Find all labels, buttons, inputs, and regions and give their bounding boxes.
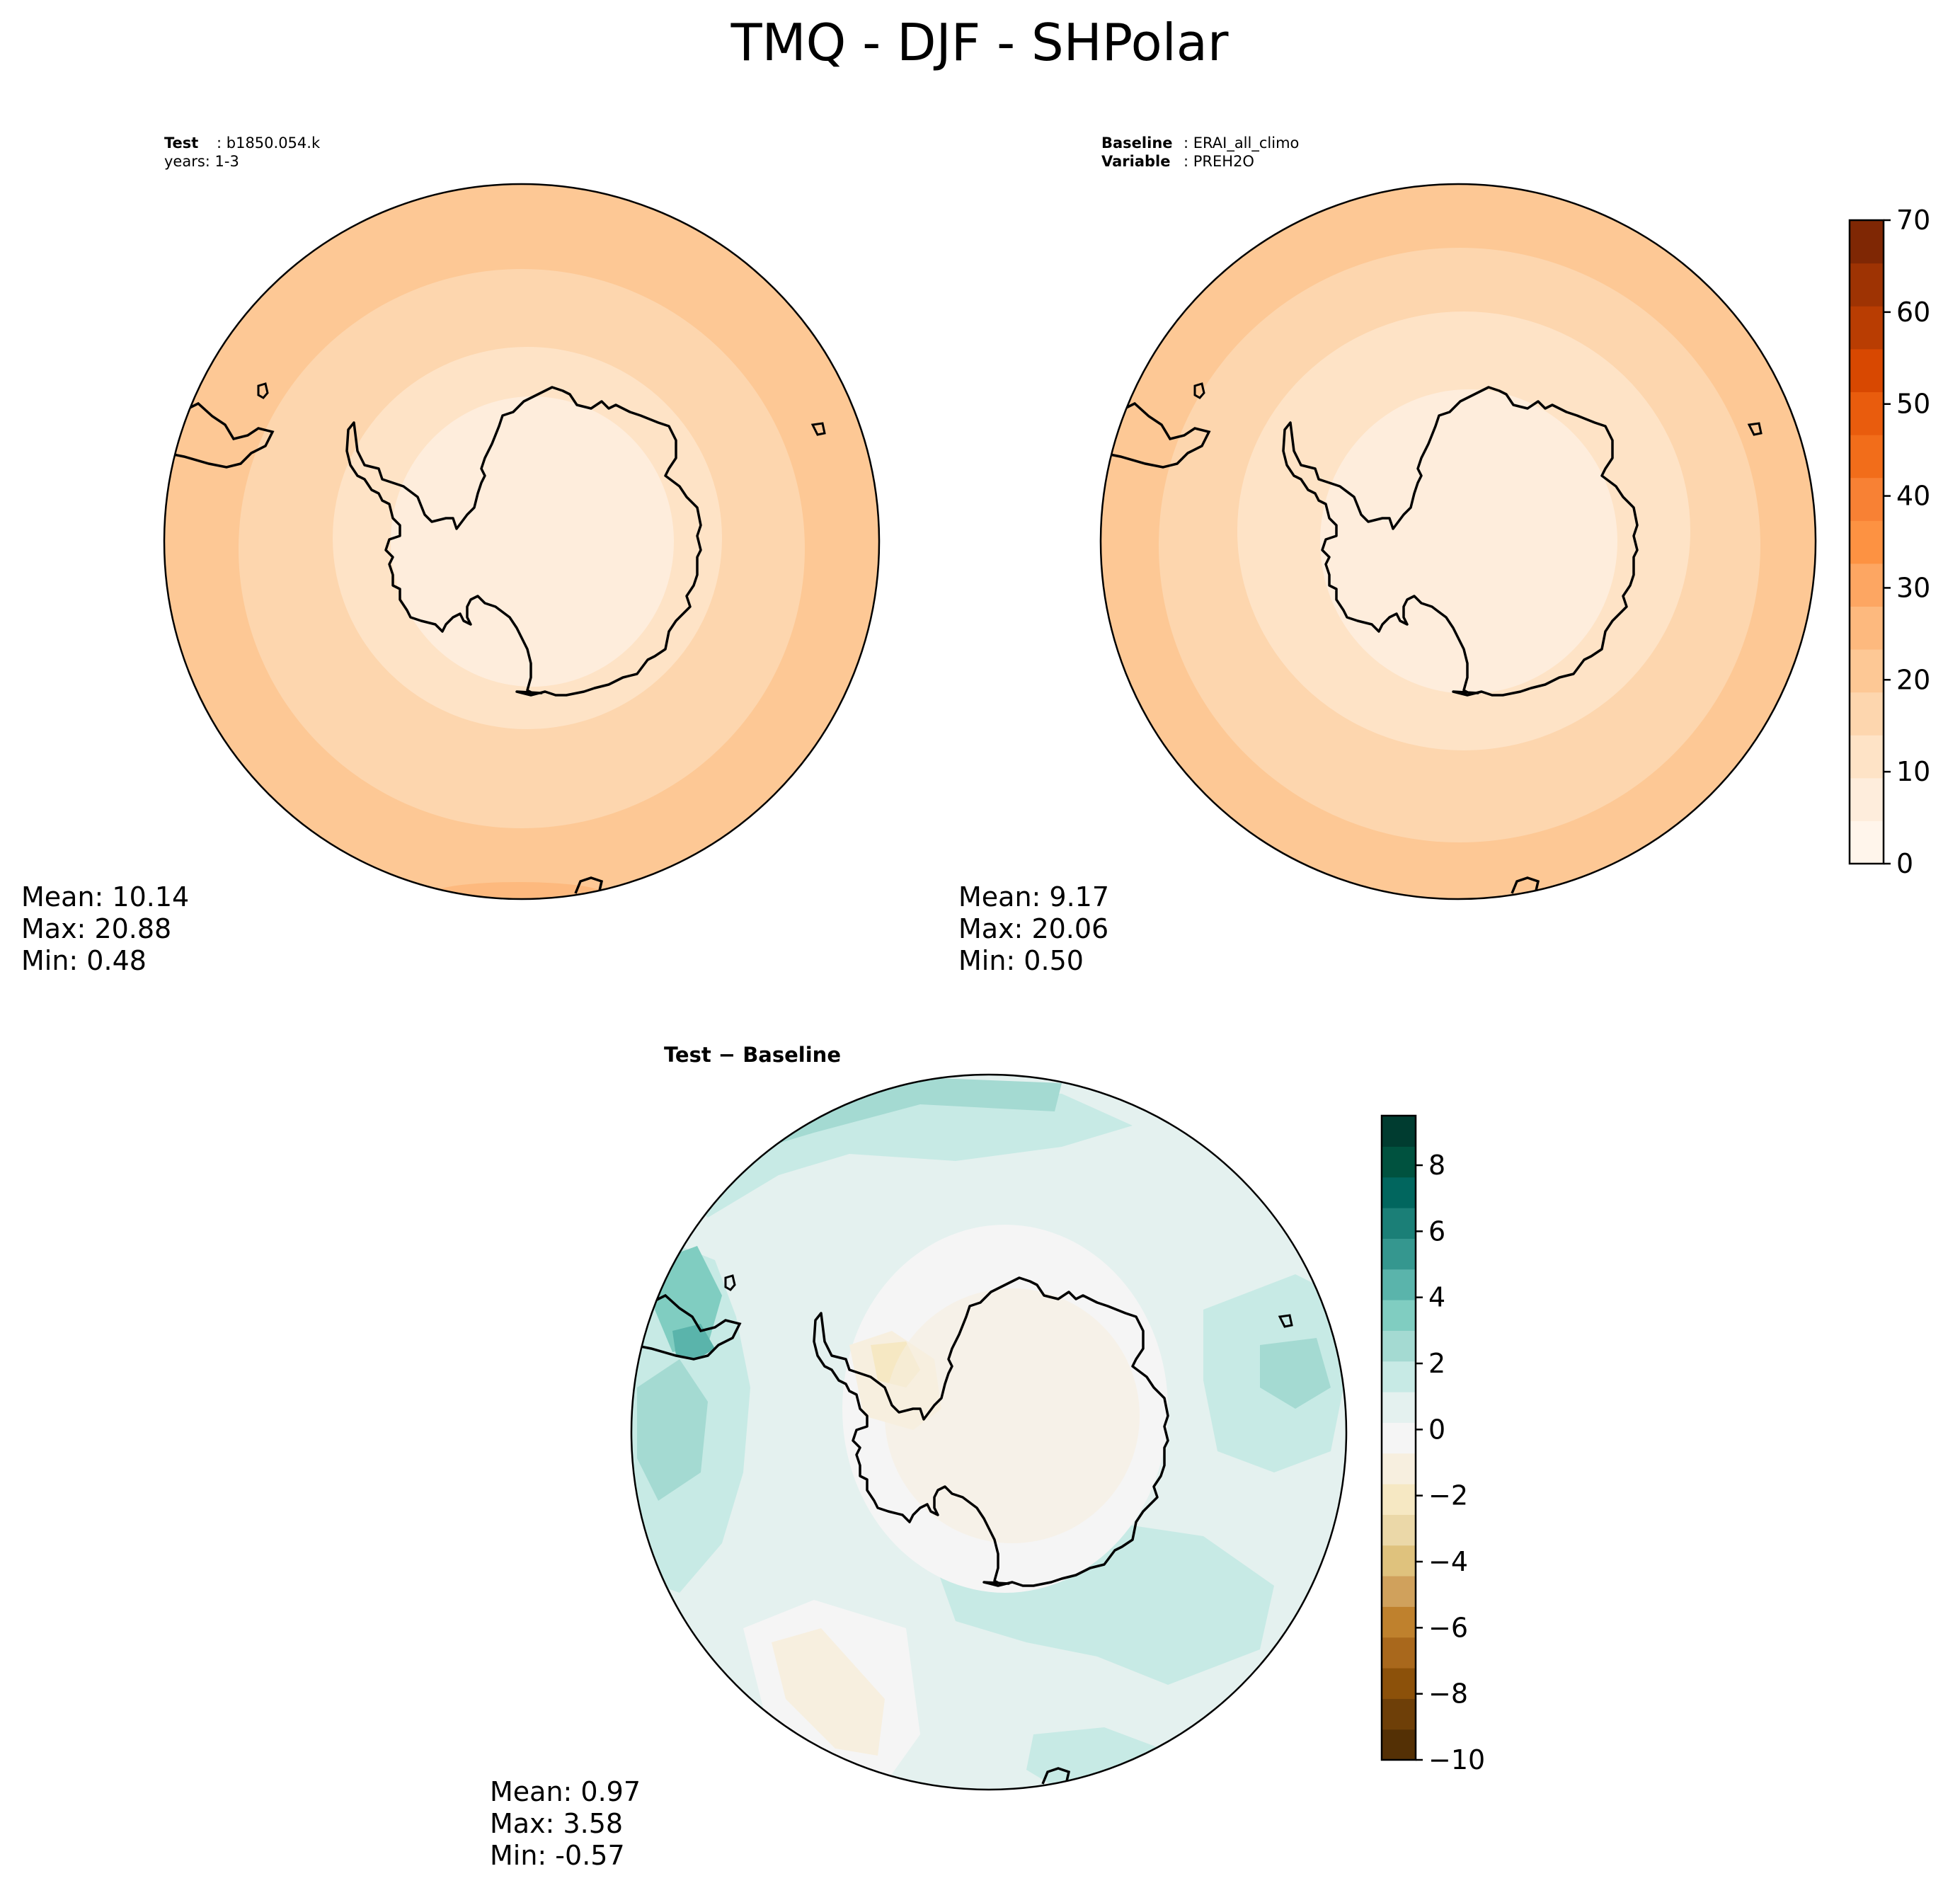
colorbar-top-swatch — [1850, 820, 1884, 864]
colorbar-diff-swatch — [1382, 1514, 1416, 1546]
colorbar-top-tick-label: 60 — [1896, 297, 1930, 328]
colorbar-diff-swatch — [1382, 1637, 1416, 1669]
colorbar-diff-swatch — [1382, 1576, 1416, 1607]
colorbar-top-tick-label: 50 — [1896, 389, 1930, 420]
colorbar-top-tick-label: 0 — [1896, 848, 1913, 879]
colorbar-diff-swatch — [1382, 1698, 1416, 1730]
test-label-value: : b1850.054.k — [217, 135, 321, 151]
colorbar-top-tick-label: 10 — [1896, 756, 1930, 787]
colorbar-top-tick-label: 30 — [1896, 572, 1930, 603]
colorbar-top-swatch — [1850, 563, 1884, 607]
colorbar-top-tick-label: 40 — [1896, 481, 1930, 512]
baseline-map-border — [1099, 183, 1817, 900]
test-max: Max: 20.88 — [21, 913, 171, 944]
test-label: Test — [164, 135, 198, 151]
colorbar-diff-swatch — [1382, 1606, 1416, 1638]
colorbar-top-swatch — [1850, 391, 1884, 435]
baseline-max: Max: 20.06 — [958, 913, 1108, 944]
colorbar-diff-swatch — [1382, 1453, 1416, 1484]
test-map-fill — [164, 184, 879, 899]
colorbar-diff-tick-label: −4 — [1428, 1546, 1468, 1577]
test-mean: Mean: 10.14 — [21, 881, 189, 912]
baseline-map-coastlines — [1102, 382, 1763, 894]
test-map-panel: Test : b1850.054.k years: 1-3 Mean: 10.1… — [21, 135, 881, 976]
colorbar-diff-frame — [1380, 1114, 1417, 1761]
colorbar-diff-swatch — [1382, 1238, 1416, 1270]
colorbar-diff-swatch — [1382, 1729, 1416, 1761]
colorbar-top-swatch — [1850, 777, 1884, 821]
colorbar-diff-tick-label: −6 — [1428, 1612, 1468, 1643]
colorbar-diff-swatch — [1382, 1208, 1416, 1239]
baseline-map-panel: Baseline : ERAI_all_climo Variable : PRE… — [958, 135, 1817, 976]
test-min: Min: 0.48 — [21, 945, 147, 976]
diff-map-fill — [631, 1075, 1346, 1790]
colorbar-diff-swatch — [1382, 1392, 1416, 1423]
colorbar-diff-tick-label: −8 — [1428, 1678, 1468, 1710]
colorbar-top-swatch — [1850, 477, 1884, 521]
colorbar-diff-swatch — [1382, 1361, 1416, 1392]
colorbar-top-swatch — [1850, 520, 1884, 564]
colorbar-top: 0 10 20 30 40 50 60 70 — [1848, 205, 1930, 879]
diff-mean: Mean: 0.97 — [490, 1776, 641, 1807]
colorbar-diff-swatch — [1382, 1146, 1416, 1178]
diff-map-coastlines — [633, 1274, 1293, 1785]
diff-map-border — [630, 1073, 1348, 1791]
diff-title: Test − Baseline — [664, 1043, 841, 1067]
baseline-map-fill — [1101, 184, 1816, 899]
baseline-mean: Mean: 9.17 — [958, 881, 1109, 912]
colorbar-diff-tick-label: 4 — [1428, 1282, 1445, 1313]
diff-min: Min: -0.57 — [490, 1840, 625, 1871]
colorbar-top-swatch — [1850, 606, 1884, 650]
colorbar-diff-swatch — [1382, 1177, 1416, 1208]
colorbar-diff-tick-label: 2 — [1428, 1348, 1445, 1379]
colorbar-top-tick-label: 20 — [1896, 664, 1930, 695]
colorbar-diff-swatch — [1382, 1269, 1416, 1300]
figure-title: TMQ - DJF - SHPolar — [730, 13, 1229, 72]
baseline-label: Baseline — [1101, 135, 1173, 151]
colorbar-top-frame — [1848, 219, 1885, 865]
baseline-min: Min: 0.50 — [958, 945, 1084, 976]
variable-label: Variable — [1101, 153, 1170, 170]
colorbar-top-swatch — [1850, 649, 1884, 693]
colorbar-diff-swatch — [1382, 1545, 1416, 1577]
colorbar-diff-tick-label: −10 — [1428, 1744, 1485, 1775]
colorbar-top-swatch — [1850, 692, 1884, 736]
baseline-label-value: : ERAI_all_climo — [1184, 135, 1299, 152]
diff-map-panel: Test − Baseline Mean: 0.97 Max: 3.58 Min… — [490, 1043, 1348, 1871]
colorbar-diff-swatch — [1382, 1300, 1416, 1331]
colorbar-diff: −10 −8 −6 −4 −2 0 2 4 6 8 — [1380, 1114, 1485, 1775]
colorbar-diff-tick-label: 8 — [1428, 1150, 1445, 1181]
colorbar-diff-swatch — [1382, 1668, 1416, 1699]
colorbar-diff-swatch — [1382, 1330, 1416, 1362]
colorbar-diff-tick-label: −2 — [1428, 1480, 1468, 1511]
diff-max: Max: 3.58 — [490, 1808, 623, 1839]
colorbar-diff-tick-label: 0 — [1428, 1414, 1445, 1445]
colorbar-diff-swatch — [1382, 1116, 1416, 1147]
colorbar-diff-swatch — [1382, 1484, 1416, 1515]
test-map-border — [163, 183, 881, 900]
test-years: years: 1-3 — [164, 153, 239, 170]
test-map-coastlines — [166, 382, 826, 894]
colorbar-top-swatch — [1850, 348, 1884, 392]
variable-value: : PREH2O — [1184, 153, 1254, 170]
colorbar-top-swatch — [1850, 220, 1884, 264]
colorbar-top-tick-label: 70 — [1896, 205, 1930, 236]
colorbar-top-swatch — [1850, 435, 1884, 479]
colorbar-diff-swatch — [1382, 1422, 1416, 1454]
colorbar-diff-tick-label: 6 — [1428, 1215, 1445, 1247]
colorbar-top-swatch — [1850, 735, 1884, 779]
colorbar-top-swatch — [1850, 306, 1884, 350]
colorbar-top-swatch — [1850, 263, 1884, 307]
